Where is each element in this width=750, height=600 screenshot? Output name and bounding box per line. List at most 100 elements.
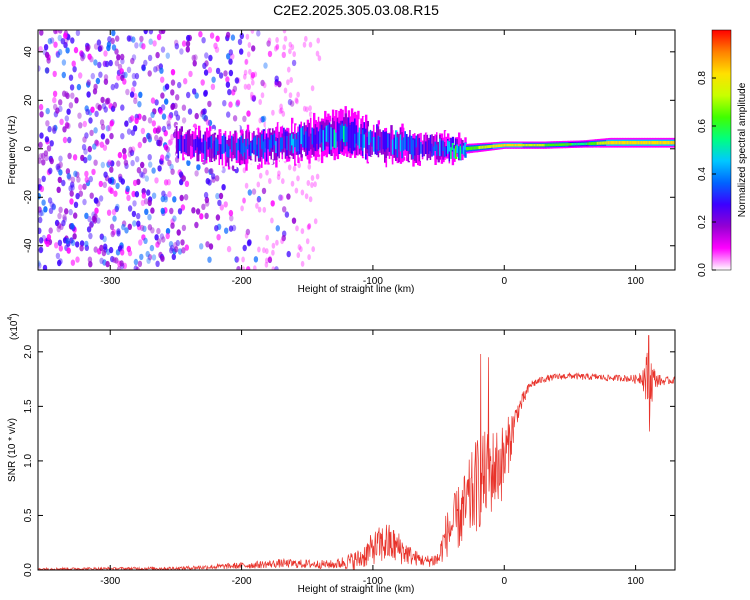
noise-cell [55,252,61,260]
noise-cell [52,70,57,78]
noise-cell [241,266,246,270]
signal-cell [395,130,398,150]
noise-cell [165,146,170,153]
signal-cell [205,141,209,161]
noise-cell [306,180,311,186]
signal-cell [390,136,393,156]
noise-cell [168,241,174,248]
noise-cell [140,172,146,179]
noise-cell [260,92,265,99]
noise-cell [68,185,73,192]
noise-cell [53,41,58,48]
noise-cell [56,186,61,193]
signal-cell [631,141,634,145]
signal-cell [308,136,311,151]
signal-cell [592,142,595,145]
noise-cell [57,176,62,184]
signal-cell [224,136,228,152]
noise-cell [156,139,161,146]
colorbar-tick-label: 0.8 [697,71,708,85]
noise-cell [205,119,211,126]
noise-cell [38,206,42,213]
noise-cell [42,264,48,270]
noise-cell [226,111,231,118]
noise-cell [166,123,172,130]
noise-cell [164,83,170,90]
noise-cell [114,82,119,89]
noise-cell [84,170,89,178]
signal-cell [212,143,215,159]
noise-cell [180,239,185,246]
signal-cell [273,133,276,146]
noise-cell [70,37,75,44]
noise-cell [243,69,248,76]
noise-cell [308,105,312,112]
noise-cell [160,76,165,83]
signal-cell [346,126,349,142]
noise-cell [120,178,126,185]
noise-cell [266,40,271,47]
noise-cell [175,94,180,101]
noise-cell [57,34,62,42]
x-tick-label: 100 [627,576,644,587]
noise-cell [147,117,153,124]
noise-cell [250,72,256,79]
signal-cell [497,144,500,148]
noise-cell [168,112,174,119]
signal-cell [311,127,314,145]
signal-cell [270,135,273,148]
snr-scale-label: (x104) [7,313,20,340]
noise-cell [57,212,62,220]
noise-cell [126,128,132,135]
noise-cell [44,67,50,74]
noise-cell [134,42,139,49]
spectrogram-frame [37,29,676,271]
signal-cell [261,134,264,149]
signal-cell [596,141,600,145]
noise-cell [92,88,98,95]
signal-cell [286,136,289,151]
noise-cell [161,125,167,133]
noise-cell [69,198,74,205]
signal-cell [431,143,434,157]
signal-cell [621,141,625,145]
noise-cell [244,58,249,65]
noise-cell [115,203,120,211]
noise-cell [104,60,110,68]
noise-cell [286,193,291,200]
noise-cell [142,167,148,175]
noise-cell [139,35,144,43]
signal-cell [543,143,546,147]
signal-cell [284,131,288,149]
noise-cell [242,197,246,204]
noise-cell [82,120,88,128]
noise-cell [57,239,63,246]
signal-cell [190,133,193,160]
colorbar-tick-label: 0.4 [697,167,708,181]
noise-cell [129,115,135,122]
y-tick-label: -40 [23,238,34,253]
noise-cell [126,245,131,253]
noise-cell [308,41,313,48]
noise-cell [70,222,75,230]
noise-cell [165,228,171,235]
noise-cell [65,168,71,175]
signal-cell [256,144,259,156]
signal-cell [669,141,672,145]
signal-cell [220,132,223,153]
signal-cell [385,131,388,150]
noise-cell [287,164,292,171]
signal-cell [231,135,234,152]
signal-cell [272,135,275,150]
noise-cell [93,127,98,134]
noise-cell [152,40,157,47]
y-tick-label: 0 [23,146,34,152]
noise-cell [258,99,263,105]
noise-cell [91,168,96,176]
noise-cell [207,256,212,263]
noise-cell [247,51,251,58]
signal-cell [177,139,180,159]
signal-cell [202,134,206,154]
noise-cell [68,102,74,109]
signal-cell [502,144,505,147]
